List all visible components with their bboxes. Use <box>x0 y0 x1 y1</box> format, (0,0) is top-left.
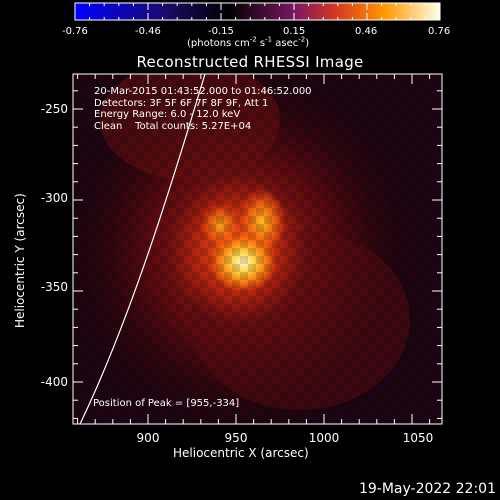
colorbar-tick-label: -0.15 <box>208 26 234 37</box>
colorbar-tick-label: 0.46 <box>355 26 378 37</box>
x-axis-label: Heliocentric X (arcsec) <box>173 446 309 460</box>
rhessi-image <box>73 74 442 424</box>
colorbar-ticks <box>74 3 441 20</box>
observation-info: 20-Mar-2015 01:43:52.000 to 01:46:52.000… <box>94 86 312 132</box>
colorbar-gradient <box>75 3 440 20</box>
y-tick-label: -300 <box>40 191 68 205</box>
y-tick-label: -250 <box>40 102 68 116</box>
y-tick-label: -400 <box>40 375 68 389</box>
info-line-counts: Clean Total counts: 5.27E+04 <box>94 120 252 132</box>
colorbar-units: (photons cm-2 s-1 asec-2) <box>187 35 310 49</box>
plot-title: Reconstructed RHESSI Image <box>136 53 364 71</box>
info-line-detectors: Detectors: 3F 5F 6F 7F 8F 9F, Att 1 <box>94 97 269 109</box>
colorbar-tick-label: -0.46 <box>135 26 161 37</box>
colorbar-frame <box>74 2 441 21</box>
colorbar-tick-label: -0.76 <box>62 26 88 37</box>
info-line-energy: Energy Range: 6.0 - 12.0 keV <box>94 109 241 120</box>
x-tick-label: 1000 <box>308 431 340 445</box>
x-tick-label: 950 <box>224 431 248 445</box>
info-line-time: 20-Mar-2015 01:43:52.000 to 01:46:52.000 <box>94 86 312 97</box>
y-axis-label: Heliocentric Y (arcsec) <box>13 193 27 328</box>
colorbar-tick-label: 0.15 <box>283 26 306 37</box>
x-tick-label: 1050 <box>402 431 434 445</box>
solar-limb-curve <box>79 74 206 424</box>
generation-date: 19-May-2022 22:01 <box>358 481 496 497</box>
peak-position-label: Position of Peak = [955,-334] <box>93 398 240 409</box>
x-tick-label: 900 <box>136 431 160 445</box>
y-tick-label: -350 <box>40 280 68 294</box>
axis-ticks <box>73 74 442 424</box>
colorbar-tick-label: 0.76 <box>428 26 451 37</box>
plot-frame <box>72 73 443 425</box>
